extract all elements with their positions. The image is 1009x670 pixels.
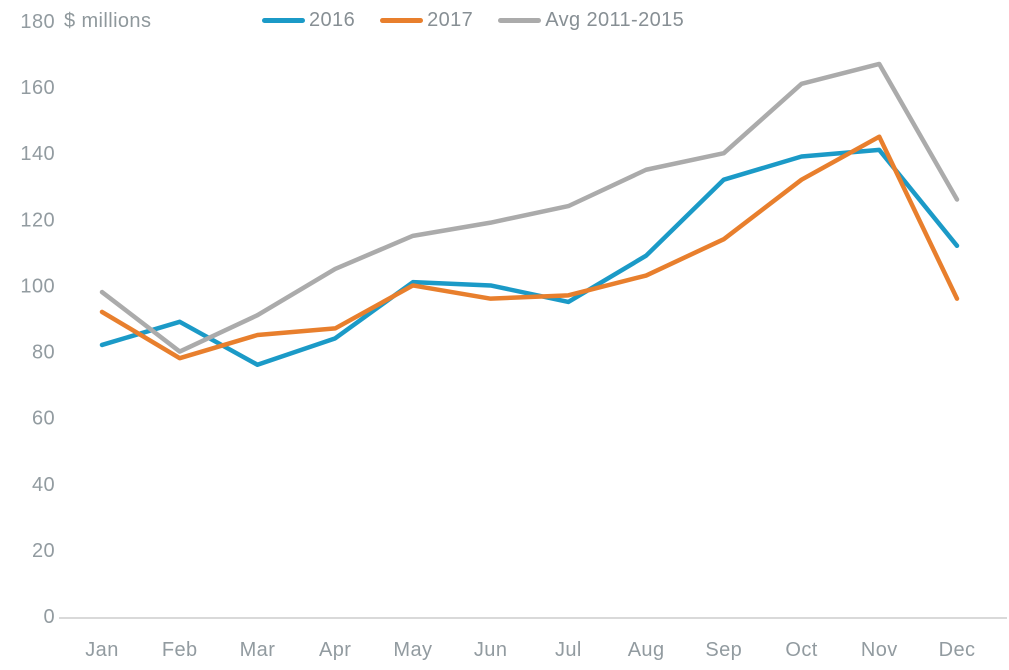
legend-item-avg-2011-2015: Avg 2011-2015 <box>498 9 684 32</box>
y-tick-label: 80 <box>32 342 55 364</box>
y-tick-label: 20 <box>32 540 55 562</box>
x-tick-label: Jun <box>474 639 507 661</box>
y-tick-label: 160 <box>20 77 55 99</box>
series-line-2017 <box>99 134 960 361</box>
x-tick-label: Jan <box>85 639 118 661</box>
x-tick-label: May <box>393 639 432 661</box>
series-line-avg-2011-2015 <box>99 61 960 354</box>
x-tick-label: Oct <box>785 639 817 661</box>
legend-swatch-2016-icon <box>262 18 305 23</box>
legend-label-avg: Avg 2011-2015 <box>545 9 685 31</box>
y-tick-label: 120 <box>20 209 55 231</box>
legend-swatch-2017-icon <box>380 18 424 23</box>
y-tick-label: 100 <box>20 275 55 297</box>
legend-swatch-avg-icon <box>498 18 542 23</box>
y-tick-label: 0 <box>43 606 55 628</box>
legend-item-2017: 2017 <box>380 9 473 32</box>
legend-label-2017: 2017 <box>427 9 474 31</box>
y-tick-label: 40 <box>32 474 55 496</box>
series-line-2016 <box>99 147 960 368</box>
y-tick-label: 180 <box>20 11 55 33</box>
y-axis-unit-label: $ millions <box>64 10 152 32</box>
legend: 2016 2017 Avg 2011-2015 <box>262 9 684 32</box>
legend-label-2016: 2016 <box>309 9 356 31</box>
x-tick-label: Aug <box>628 639 665 661</box>
x-tick-label: Dec <box>939 639 976 661</box>
x-tick-label: Mar <box>240 639 276 661</box>
x-tick-label: Apr <box>319 639 351 661</box>
x-tick-label: Feb <box>162 639 198 661</box>
y-tick-label: 140 <box>20 143 55 165</box>
x-tick-label: Sep <box>705 639 742 661</box>
x-tick-label: Jul <box>555 639 582 661</box>
legend-item-2016: 2016 <box>262 9 355 32</box>
y-tick-label: 60 <box>32 408 55 430</box>
x-tick-label: Nov <box>861 639 898 661</box>
